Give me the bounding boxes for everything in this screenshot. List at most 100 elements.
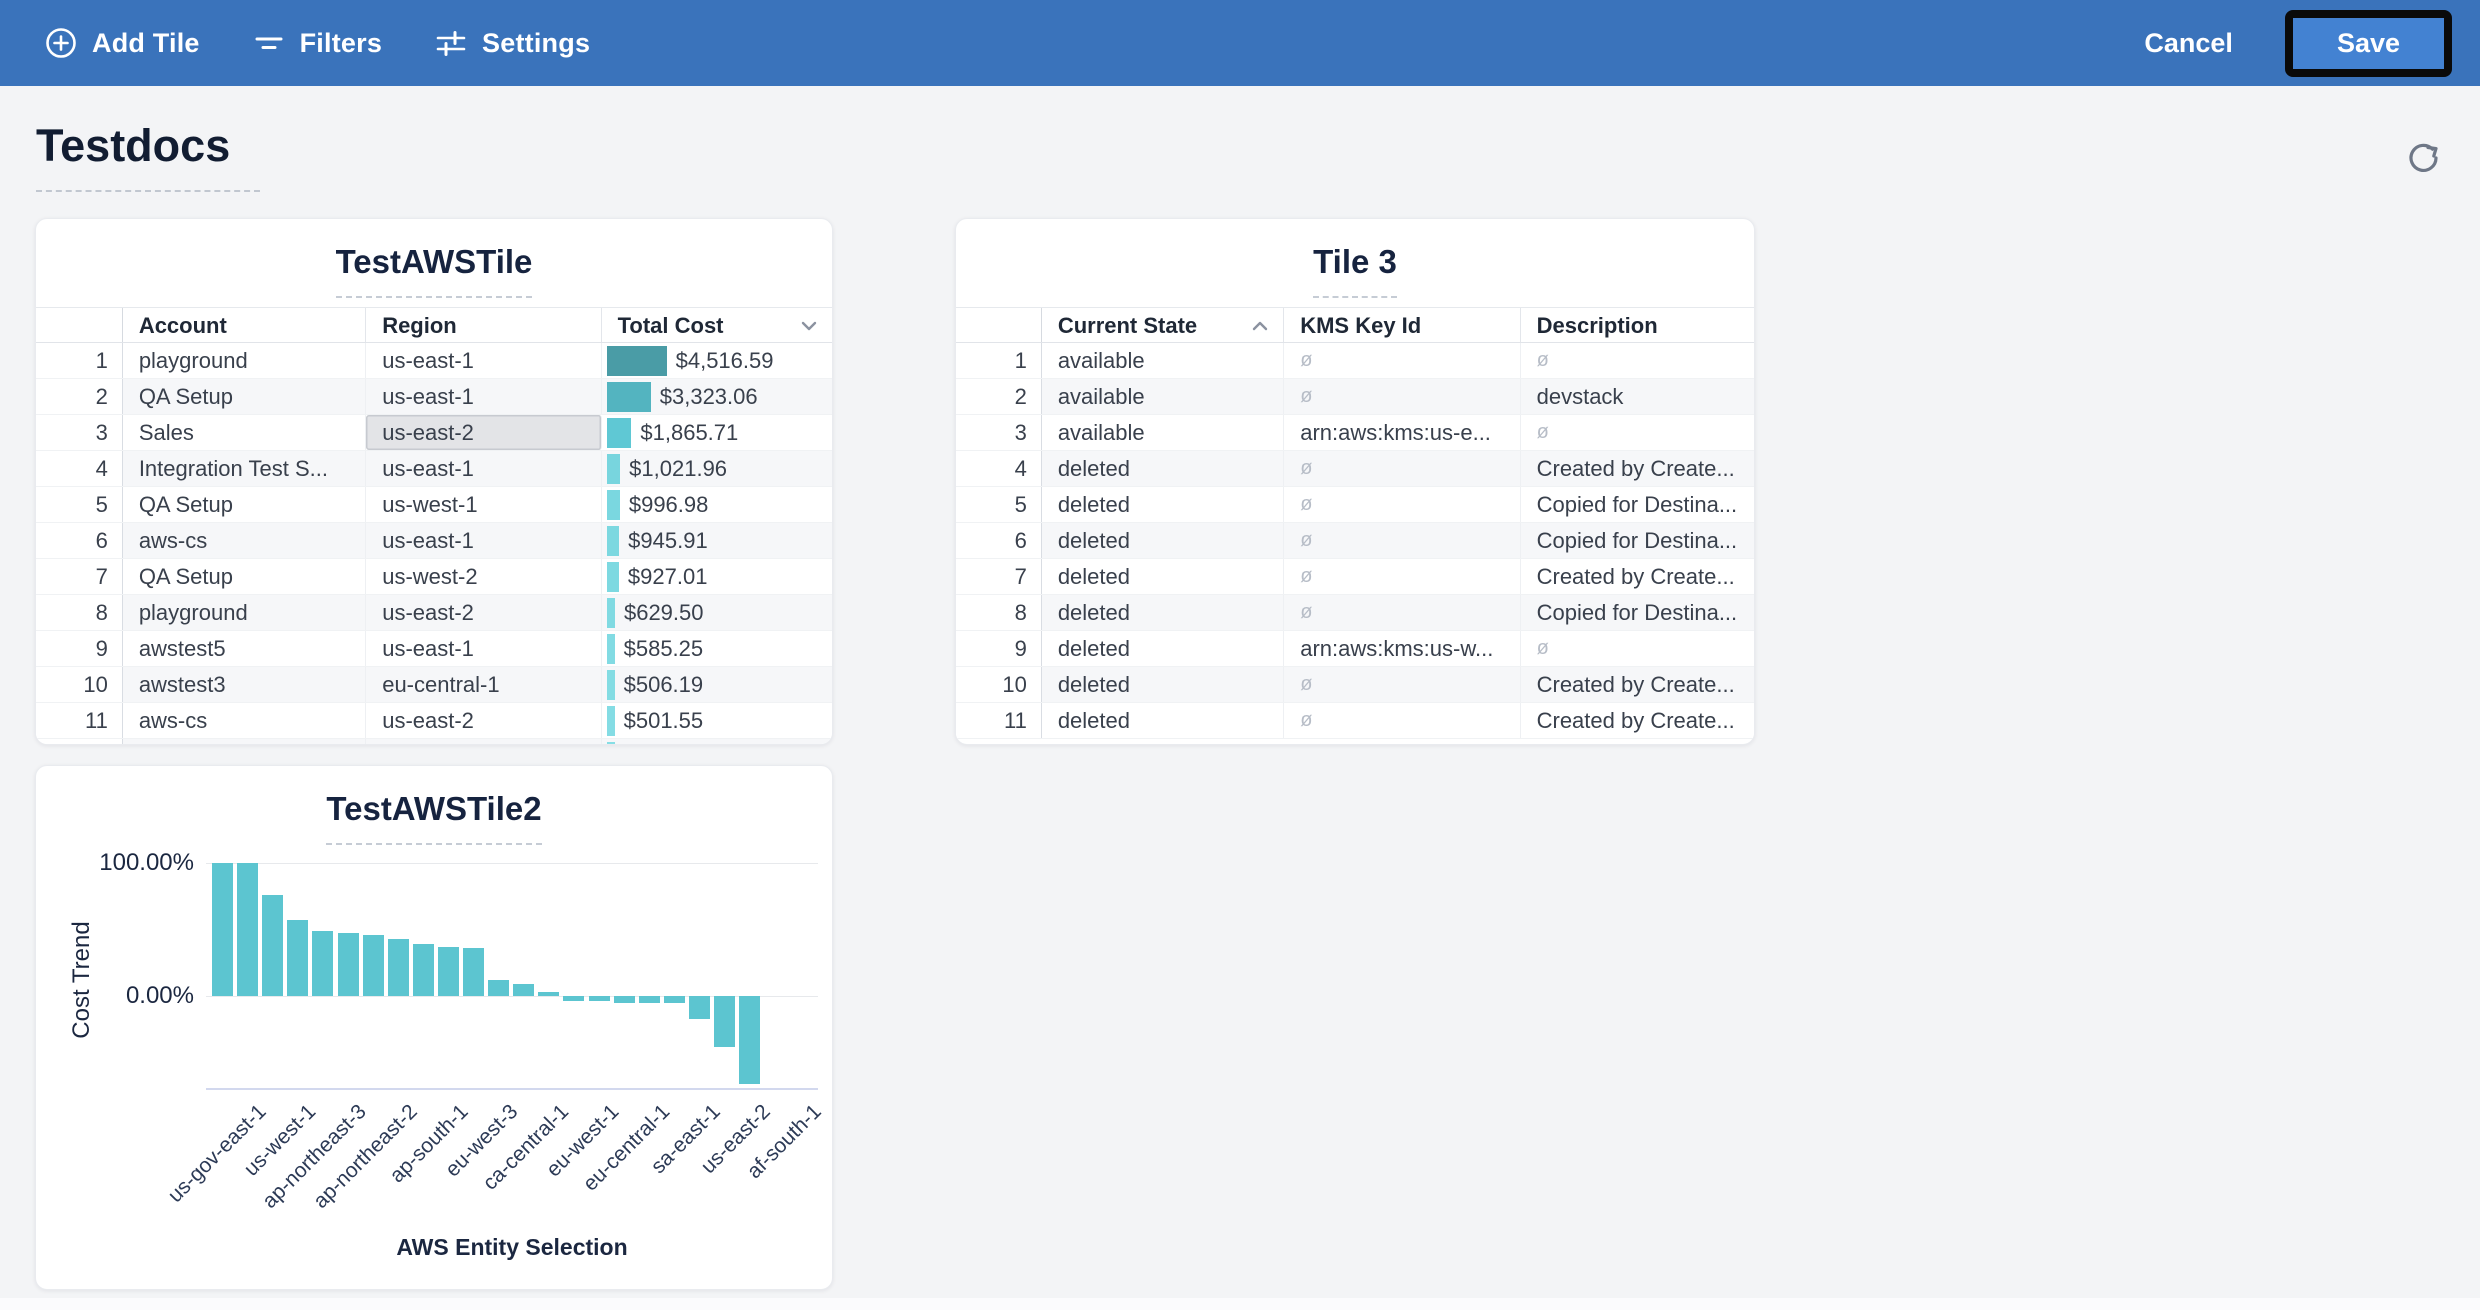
save-button[interactable]: Save xyxy=(2284,9,2452,77)
cell-kms-key-id[interactable]: arn:aws:kms:us-e... xyxy=(1284,415,1521,450)
column-header-region[interactable]: Region xyxy=(366,308,602,342)
tile-title-input[interactable]: TestAWSTile xyxy=(335,243,533,298)
cell-account[interactable]: aws-cs xyxy=(122,523,367,558)
cell-region[interactable]: us-east-1 xyxy=(366,631,602,666)
cell-description[interactable]: ø xyxy=(1536,349,1549,371)
cell-region[interactable]: us-east-1 xyxy=(366,343,602,378)
cost-databar xyxy=(606,525,620,556)
cell-description[interactable]: Copied for Destina... xyxy=(1520,523,1754,558)
cell-kms-key-id[interactable]: ø xyxy=(1284,487,1521,522)
cell-description[interactable]: Copied for Destina... xyxy=(1536,492,1738,517)
cell-account[interactable]: QA Setup xyxy=(123,487,367,522)
filters-label: Filters xyxy=(299,27,383,58)
chart-bar xyxy=(212,863,233,996)
chart-bar xyxy=(488,980,510,996)
chart-plot-area: us-gov-east-1 us-west-1 ap-northeast-3 ap-n… xyxy=(163,766,826,1289)
sort-asc-icon xyxy=(1253,321,1268,331)
cost-databar xyxy=(606,561,619,592)
cell-region[interactable]: us-east-2 xyxy=(366,595,602,630)
tile-title-input[interactable]: Tile 3 xyxy=(1313,243,1397,298)
row-number: 9 xyxy=(956,631,1042,666)
row-number: 1 xyxy=(956,343,1042,378)
cell-account[interactable]: Integration Test S... xyxy=(122,451,367,486)
chart-bar xyxy=(714,996,735,1047)
cell-region[interactable]: eu-central-1 xyxy=(366,667,602,702)
cell-description[interactable]: ø xyxy=(1536,637,1549,659)
column-header-total-cost[interactable]: Total Cost xyxy=(602,308,832,342)
cell-account[interactable]: Sales xyxy=(123,415,367,450)
cell-kms-key-id[interactable]: ø xyxy=(1284,667,1521,702)
cell-account[interactable]: QA Setup xyxy=(122,379,367,414)
row-number: 4 xyxy=(956,451,1042,486)
settings-button[interactable]: Settings xyxy=(434,26,590,60)
cell-current-state[interactable]: deleted xyxy=(1042,559,1285,594)
cell-total-cost[interactable]: $501.55 xyxy=(602,703,832,738)
cell-region[interactable]: us-east-2 xyxy=(366,703,602,738)
cell-total-cost[interactable]: $945.91 xyxy=(601,523,832,558)
cell-current-state[interactable]: available xyxy=(1042,415,1285,450)
cell-kms-key-id[interactable]: ø xyxy=(1284,451,1521,486)
cell-current-state[interactable]: deleted xyxy=(1042,703,1285,738)
refresh-icon[interactable] xyxy=(2402,136,2446,180)
cell-current-state[interactable]: deleted xyxy=(1041,523,1285,558)
cell-total-cost[interactable]: $3,323.06 xyxy=(601,379,832,414)
cell-description[interactable]: Created by Create... xyxy=(1520,667,1754,702)
cell-current-state[interactable]: deleted xyxy=(1041,451,1285,486)
cell-current-state[interactable]: available xyxy=(1042,343,1285,378)
cell-total-cost[interactable]: $629.50 xyxy=(601,595,832,630)
cell-total-cost[interactable]: $927.01 xyxy=(602,559,832,594)
cell-description[interactable]: devstack xyxy=(1520,379,1754,414)
cell-current-state[interactable]: deleted xyxy=(1041,667,1285,702)
cell-total-cost[interactable]: $506.19 xyxy=(601,667,832,702)
cell-total-cost[interactable]: $585.25 xyxy=(602,631,832,666)
cell-current-state[interactable]: available xyxy=(1041,379,1285,414)
cell-account[interactable]: playground xyxy=(123,343,367,378)
cell-account[interactable]: awstest5 xyxy=(123,631,367,666)
cell-region xyxy=(366,739,602,744)
cell-current-state[interactable]: deleted xyxy=(1042,631,1285,666)
row-number: 5 xyxy=(956,487,1042,522)
cancel-button[interactable]: Cancel xyxy=(2144,27,2233,58)
cell-kms-key-id[interactable]: ø xyxy=(1284,595,1521,630)
cell-kms-key-id[interactable]: ø xyxy=(1284,703,1521,738)
cell-current-state[interactable]: deleted xyxy=(1042,487,1285,522)
add-tile-button[interactable]: Add Tile xyxy=(44,26,200,60)
cell-kms-key-id[interactable]: arn:aws:kms:us-w... xyxy=(1284,631,1521,666)
cell-account[interactable]: QA Setup xyxy=(123,559,367,594)
cell-description[interactable]: Created by Create... xyxy=(1536,564,1735,589)
cost-value: $506.19 xyxy=(623,672,704,697)
cell-total-cost[interactable]: $1,865.71 xyxy=(602,415,832,450)
cell-kms-key-id[interactable]: ø xyxy=(1284,523,1521,558)
cell-region[interactable]: us-east-2 xyxy=(366,415,602,450)
dashboard-title-input[interactable]: Testdocs xyxy=(36,120,261,192)
tile-title-input[interactable]: TestAWSTile2 xyxy=(326,790,542,845)
cell-current-state[interactable]: deleted xyxy=(1041,595,1285,630)
cell-description[interactable]: ø xyxy=(1536,421,1549,443)
column-header-account[interactable]: Account xyxy=(123,308,367,342)
column-header-kms-key-id[interactable]: KMS Key Id xyxy=(1284,308,1521,342)
cell-total-cost[interactable]: $1,021.96 xyxy=(601,451,832,486)
filters-button[interactable]: Filters xyxy=(252,26,382,60)
cell-kms-key-id[interactable]: ø xyxy=(1284,343,1521,378)
cell-account[interactable]: playground xyxy=(122,595,367,630)
cost-databar xyxy=(606,597,615,628)
row-number: 5 xyxy=(36,487,123,522)
cell-description[interactable]: Created by Create... xyxy=(1536,708,1735,733)
cell-kms-key-id[interactable]: ø xyxy=(1284,559,1521,594)
cell-kms-key-id[interactable]: ø xyxy=(1284,379,1521,414)
table-row: 3 available arn:aws:kms:us-e... ø xyxy=(956,415,1754,451)
cell-description[interactable]: Created by Create... xyxy=(1520,451,1754,486)
cell-account[interactable]: aws-cs xyxy=(123,703,367,738)
column-header-current-state[interactable]: Current State xyxy=(1042,308,1285,342)
cell-total-cost[interactable]: $4,516.59 xyxy=(602,343,832,378)
column-header-description[interactable]: Description xyxy=(1536,313,1658,338)
cell-region[interactable]: us-east-1 xyxy=(366,451,602,486)
chart-bar xyxy=(739,996,761,1084)
cell-region[interactable]: us-west-1 xyxy=(366,487,602,522)
cell-account[interactable]: awstest3 xyxy=(122,667,367,702)
cell-region[interactable]: us-east-1 xyxy=(366,523,602,558)
cell-total-cost[interactable]: $996.98 xyxy=(602,487,832,522)
cell-region[interactable]: us-west-2 xyxy=(366,559,602,594)
cell-region[interactable]: us-east-1 xyxy=(366,379,602,414)
cell-description[interactable]: Copied for Destina... xyxy=(1520,595,1754,630)
